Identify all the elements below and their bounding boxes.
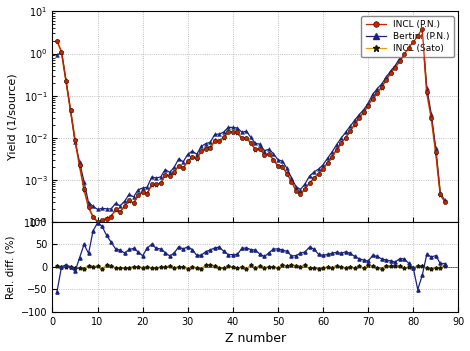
- Legend: INCL (P.N.), Bertini (P.N.), INCL (Sato): INCL (P.N.), Bertini (P.N.), INCL (Sato): [361, 16, 454, 58]
- Y-axis label: Rel. diff. (%): Rel. diff. (%): [6, 235, 16, 299]
- Y-axis label: Yield (1/source): Yield (1/source): [8, 73, 18, 160]
- X-axis label: Z number: Z number: [225, 332, 286, 345]
